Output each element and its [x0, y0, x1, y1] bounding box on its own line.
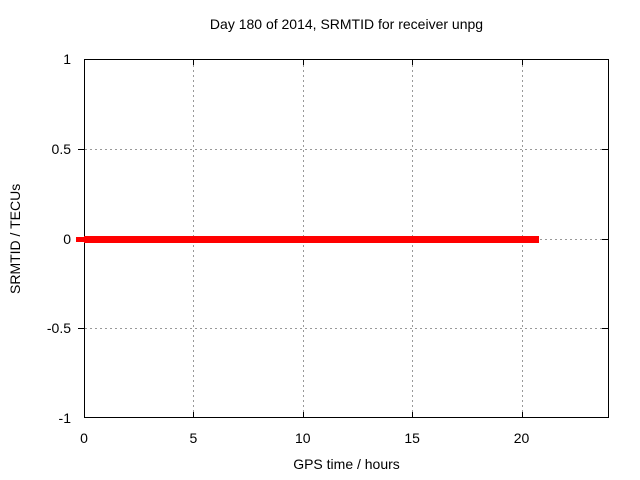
series-line — [84, 235, 539, 243]
x-tick-bottom — [412, 412, 414, 417]
x-tick-label: 10 — [294, 430, 311, 446]
x-tick-bottom — [302, 412, 304, 417]
x-tick-label: 15 — [404, 430, 420, 446]
x-tick-bottom — [193, 412, 195, 417]
x-tick-top — [521, 60, 523, 65]
y-tick-left — [78, 328, 84, 330]
x-tick-top — [412, 60, 414, 65]
x-tick-label: 5 — [189, 430, 198, 446]
x-tick-top — [193, 60, 195, 65]
y-tick-label: -0.5 — [46, 320, 71, 337]
y-tick-right — [602, 328, 608, 330]
series-line-overhang — [76, 236, 84, 242]
x-tick-top — [302, 60, 304, 65]
y-tick-label: -1 — [58, 410, 71, 426]
chart-title: Day 180 of 2014, SRMTID for receiver unp… — [209, 16, 484, 32]
h-gridline — [85, 328, 608, 330]
x-axis-label: GPS time / hours — [293, 456, 400, 472]
x-tick-bottom — [521, 412, 523, 417]
x-tick-label: 20 — [513, 430, 530, 446]
y-tick-label: 0 — [63, 230, 71, 247]
h-gridline — [85, 148, 608, 150]
y-tick-right — [602, 238, 608, 240]
y-tick-right — [602, 148, 608, 150]
y-tick-left — [78, 148, 84, 150]
y-tick-label: 0.5 — [51, 140, 71, 157]
y-tick-label: 1 — [63, 51, 71, 67]
x-tick-label: 0 — [80, 430, 88, 446]
